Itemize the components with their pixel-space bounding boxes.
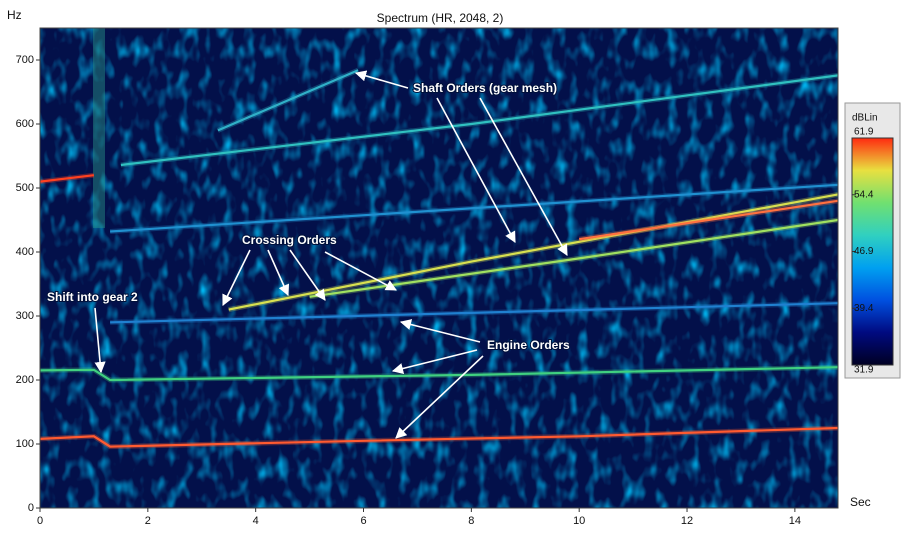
y-tick-label: 400 <box>16 246 34 258</box>
gear-shift-band <box>93 28 105 228</box>
y-tick-label: 500 <box>16 182 34 194</box>
plot-area <box>40 28 838 508</box>
y-tick-label: 100 <box>16 438 34 450</box>
x-tick-label: 14 <box>789 515 801 527</box>
x-tick-label: 6 <box>360 515 366 527</box>
y-tick-label: 0 <box>28 502 34 514</box>
x-tick-label: 4 <box>253 515 259 527</box>
x-tick-label: 8 <box>468 515 474 527</box>
x-tick-label: 2 <box>145 515 151 527</box>
colorbar-label: dBLin <box>852 113 878 124</box>
colorbar-tick-label: 61.9 <box>854 127 874 138</box>
colorbar-tick-label: 31.9 <box>854 365 874 376</box>
colorbar-tick-label: 39.4 <box>854 303 874 314</box>
chart-title: Spectrum (HR, 2048, 2) <box>377 11 504 25</box>
annotation: Engine Orders <box>487 338 570 352</box>
annotation: Shift into gear 2 <box>47 290 138 304</box>
chart: Spectrum (HR, 2048, 2) Hz Sec dBLin 0246… <box>0 0 902 538</box>
y-tick-label: 300 <box>16 310 34 322</box>
x-tick-label: 10 <box>573 515 585 527</box>
x-tick-label: 0 <box>37 515 43 527</box>
annotation: Crossing Orders <box>242 233 337 247</box>
y-tick-label: 600 <box>16 118 34 130</box>
annotation: Shaft Orders (gear mesh) <box>413 81 557 95</box>
colorbar-tick-label: 46.9 <box>854 246 874 257</box>
y-tick-label: 700 <box>16 54 34 66</box>
y-tick-label: 200 <box>16 374 34 386</box>
x-axis-label: Sec <box>850 495 871 509</box>
colorbar-tick-label: 54.4 <box>854 189 874 200</box>
y-axis-label: Hz <box>7 8 22 22</box>
x-tick-label: 12 <box>681 515 693 527</box>
